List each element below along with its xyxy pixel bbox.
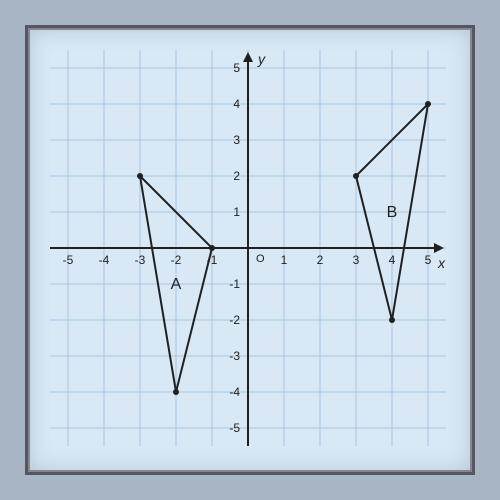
x-tick-label: 5 xyxy=(425,253,432,267)
x-tick-label: 2 xyxy=(317,253,324,267)
chart-container: -5-4-3-2-112345-5-4-3-2-112345xyOAB xyxy=(28,28,472,472)
y-tick-label: -1 xyxy=(229,277,240,291)
x-tick-label: -4 xyxy=(99,253,110,267)
y-tick-label: -3 xyxy=(229,349,240,363)
vertex-dot xyxy=(209,245,215,251)
vertex-dot xyxy=(173,389,179,395)
y-axis-arrow xyxy=(243,52,253,62)
y-tick-label: 5 xyxy=(233,61,240,75)
x-tick-label: -2 xyxy=(171,253,182,267)
y-tick-label: 1 xyxy=(233,205,240,219)
x-tick-label: -5 xyxy=(63,253,74,267)
x-axis-arrow xyxy=(434,243,444,253)
shape-label-B: B xyxy=(387,204,398,221)
y-axis-label: y xyxy=(257,51,266,67)
vertex-dot xyxy=(425,101,431,107)
y-tick-label: 2 xyxy=(233,169,240,183)
vertex-dot xyxy=(389,317,395,323)
y-tick-label: 3 xyxy=(233,133,240,147)
vertex-dot xyxy=(137,173,143,179)
y-tick-label: -4 xyxy=(229,385,240,399)
y-tick-label: -2 xyxy=(229,313,240,327)
coordinate-plane: -5-4-3-2-112345-5-4-3-2-112345xyOAB xyxy=(50,50,446,446)
x-tick-label: 1 xyxy=(281,253,288,267)
x-tick-label: 4 xyxy=(389,253,396,267)
x-tick-label: -3 xyxy=(135,253,146,267)
shape-label-A: A xyxy=(171,276,182,293)
x-tick-label: 3 xyxy=(353,253,360,267)
y-tick-label: -5 xyxy=(229,421,240,435)
y-tick-label: 4 xyxy=(233,97,240,111)
x-axis-label: x xyxy=(437,255,446,271)
origin-label: O xyxy=(256,253,265,265)
vertex-dot xyxy=(353,173,359,179)
